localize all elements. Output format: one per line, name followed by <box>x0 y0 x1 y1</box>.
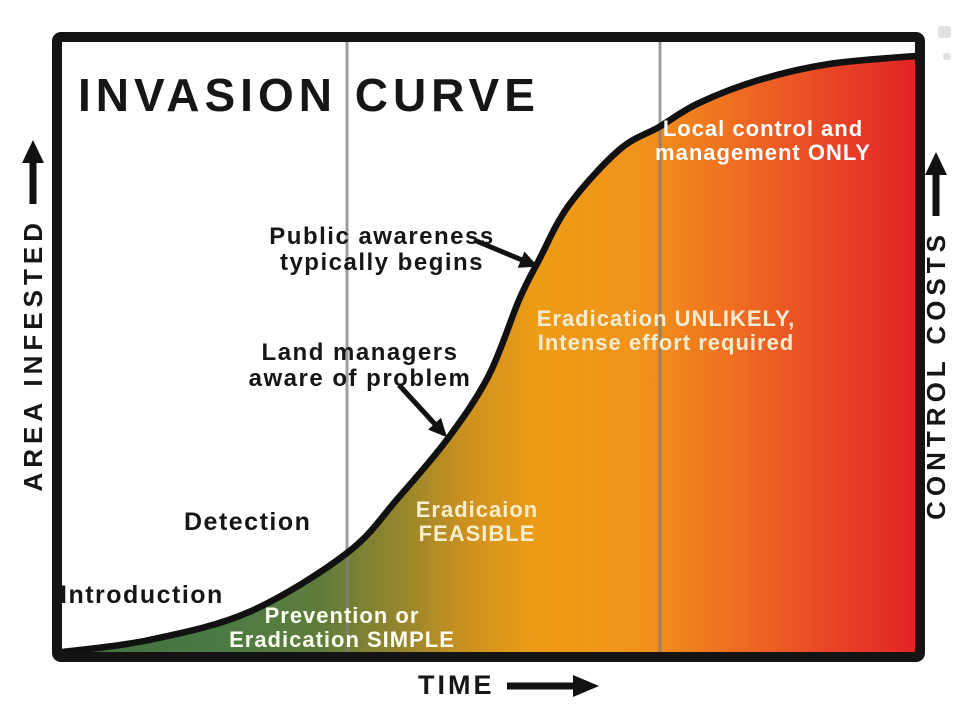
zone-label-eradication-feasible: Eradicaion FEASIBLE <box>415 497 539 547</box>
zone-line: Prevention or <box>264 603 420 628</box>
annotation-arrows <box>397 237 539 438</box>
y-axis-left-label: AREA INFESTED <box>17 218 48 492</box>
stage-label-detection: Detection <box>184 508 312 536</box>
zone-line: management ONLY <box>655 140 871 166</box>
zone-line: Eradicaion <box>415 497 539 522</box>
x-axis-label: TIME <box>418 670 495 700</box>
zone-label-local-control: Local control and management ONLY <box>655 116 871 166</box>
up-arrow-icon <box>22 140 44 204</box>
y-axis-left: AREA INFESTED <box>9 140 57 492</box>
right-arrow-icon <box>506 674 599 697</box>
annotation-line: Public awareness <box>269 223 495 250</box>
plot-frame <box>52 32 925 662</box>
curve-area-fill <box>62 56 915 652</box>
zone-line: FEASIBLE <box>418 521 536 547</box>
annotation-line: typically begins <box>279 248 485 276</box>
stage-label-introduction: Introduction <box>60 581 224 609</box>
up-arrow-icon <box>925 152 947 216</box>
zone-line: Eradication UNLIKELY, <box>536 306 796 331</box>
annotation-line: Land managers <box>261 339 459 366</box>
invasion-curve-line <box>62 52 915 652</box>
scan-artifact <box>943 53 951 60</box>
zone-line: Eradication SIMPLE <box>229 627 455 653</box>
zone-label-eradication-unlikely: Eradication UNLIKELY, Intense effort req… <box>536 306 796 356</box>
y-axis-right: CONTROL COSTS <box>915 152 957 520</box>
page-title: INVASION CURVE <box>78 69 540 121</box>
y-axis-right-label: CONTROL COSTS <box>920 230 951 520</box>
zone-line: Local control and <box>662 116 864 141</box>
zone-line: Intense effort required <box>537 330 795 356</box>
zone-label-prevention: Prevention or Eradication SIMPLE <box>229 603 455 653</box>
invasion-curve-chart <box>62 42 915 652</box>
x-axis: TIME <box>418 670 599 701</box>
scan-artifact <box>938 26 951 38</box>
annotation-land-managers: Land managers aware of problem <box>249 340 472 392</box>
annotation-line: aware of problem <box>248 364 472 392</box>
annotation-public-awareness: Public awareness typically begins <box>269 224 494 276</box>
